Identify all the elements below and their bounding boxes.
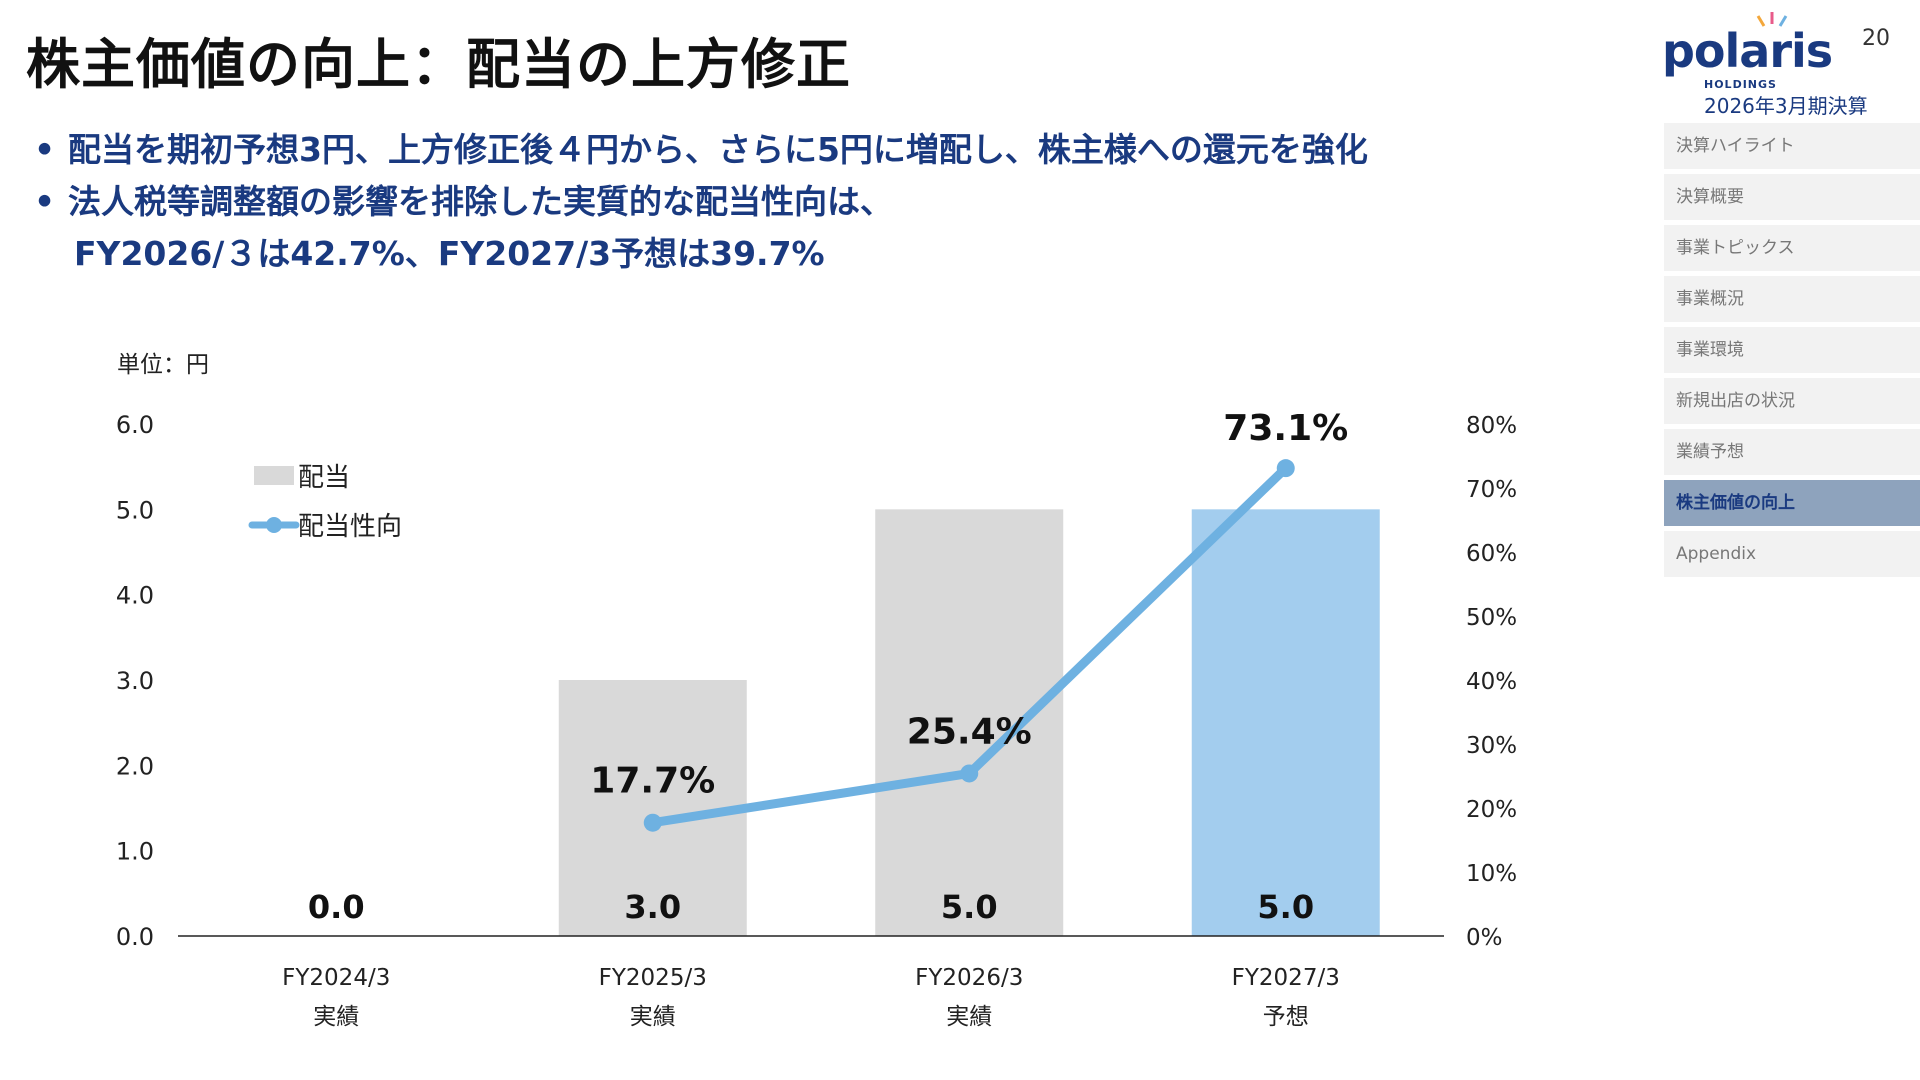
logo-subtext: HOLDINGS xyxy=(1704,78,1777,91)
chart-unit-label: 単位：円 xyxy=(117,352,209,378)
bullet-item: • 法人税等調整額の影響を排除した実質的な配当性向は、 xyxy=(34,176,1368,228)
y-left-tick-label: 6.0 xyxy=(116,411,154,439)
nav-item[interactable]: 業績予想 xyxy=(1664,429,1920,475)
nav-item[interactable]: Appendix xyxy=(1664,531,1920,577)
payout-ratio-label: 17.7% xyxy=(590,761,715,802)
page-number: 20 xyxy=(1862,26,1890,51)
bar-value-label: 3.0 xyxy=(624,888,681,926)
bar-value-label: 5.0 xyxy=(1257,888,1314,926)
payout-ratio-point xyxy=(643,813,662,832)
section-nav: 決算ハイライト 決算概要事業トピックス 事業概況事業環境新規出店の状況 業績予想株主価… xyxy=(1664,123,1920,582)
y-right-tick-label: 70% xyxy=(1466,477,1517,503)
x-tick-sublabel: 予想 xyxy=(1263,1004,1309,1030)
nav-item[interactable]: 新規出店の状況 xyxy=(1664,378,1920,424)
x-tick-sublabel: 実績 xyxy=(630,1004,676,1030)
nav-item[interactable]: 株主価値の向上 xyxy=(1664,480,1920,526)
y-left-tick-label: 1.0 xyxy=(116,838,154,866)
payout-ratio-label: 73.1% xyxy=(1223,408,1348,449)
x-tick-label: FY2025/3 xyxy=(599,965,707,991)
y-right-tick-label: 0% xyxy=(1466,925,1503,951)
nav-item[interactable]: 事業トピックス xyxy=(1664,225,1920,271)
bar-dividend xyxy=(875,509,1064,936)
bullet-dot: • xyxy=(34,130,56,169)
x-tick-label: FY2026/3 xyxy=(915,965,1023,991)
x-tick-sublabel: 実績 xyxy=(313,1004,359,1030)
bullet-list: • 配当を期初予想3円、上方修正後４円から、さらに5円に増配し、株主様への還元を強… xyxy=(34,124,1368,280)
y-left-tick-label: 0.0 xyxy=(116,923,154,951)
logo-sparkle-icon xyxy=(1756,12,1788,27)
bar-dividend xyxy=(558,680,747,936)
y-right-tick-label: 20% xyxy=(1466,797,1517,823)
y-right-tick-label: 80% xyxy=(1466,413,1517,439)
payout-ratio-point xyxy=(1276,459,1295,478)
y-right-tick-label: 30% xyxy=(1466,733,1517,759)
y-left-tick-label: 3.0 xyxy=(116,667,154,695)
bullet-dot: • xyxy=(34,182,56,221)
y-left-tick-label: 4.0 xyxy=(116,582,154,610)
polaris-logo: polaris HOLDINGS xyxy=(1662,12,1833,91)
bar-dividend xyxy=(1191,509,1380,936)
nav-item[interactable]: 決算ハイライト xyxy=(1664,123,1920,169)
bar-value-label: 0.0 xyxy=(308,888,365,926)
payout-ratio-label: 25.4% xyxy=(907,711,1032,752)
nav-item[interactable]: 事業環境 xyxy=(1664,327,1920,373)
bar-value-label: 5.0 xyxy=(941,888,998,926)
x-tick-label: FY2024/3 xyxy=(282,965,390,991)
x-tick-sublabel: 実績 xyxy=(946,1004,992,1030)
bullet-item: • 配当を期初予想3円、上方修正後４円から、さらに5円に増配し、株主様への還元を強… xyxy=(34,124,1368,176)
y-right-tick-label: 40% xyxy=(1466,669,1517,695)
legend-swatch-bar xyxy=(254,466,294,485)
page-title: 株主価値の向上：配当の上方修正 xyxy=(26,33,851,96)
bullet-item-continuation: FY2026/３は42.7%、FY2027/3予想は39.7% xyxy=(74,234,825,273)
y-right-tick-label: 10% xyxy=(1466,861,1517,887)
y-left-tick-label: 5.0 xyxy=(116,496,154,524)
legend-label-bar: 配当 xyxy=(298,463,350,493)
y-left-tick-label: 2.0 xyxy=(116,752,154,780)
nav-item[interactable]: 事業概況 xyxy=(1664,276,1920,322)
legend-label-line: 配当性向 xyxy=(298,512,402,542)
payout-ratio-point xyxy=(960,764,979,783)
y-right-tick-label: 50% xyxy=(1466,605,1517,631)
nav-item[interactable]: 決算概要 xyxy=(1664,174,1920,220)
fiscal-period: 2026年3月期決算 xyxy=(1704,94,1868,118)
legend-swatch-point xyxy=(266,517,282,533)
logo-wordmark: polaris xyxy=(1662,24,1833,78)
y-right-tick-label: 60% xyxy=(1466,541,1517,567)
x-tick-label: FY2027/3 xyxy=(1232,965,1340,991)
